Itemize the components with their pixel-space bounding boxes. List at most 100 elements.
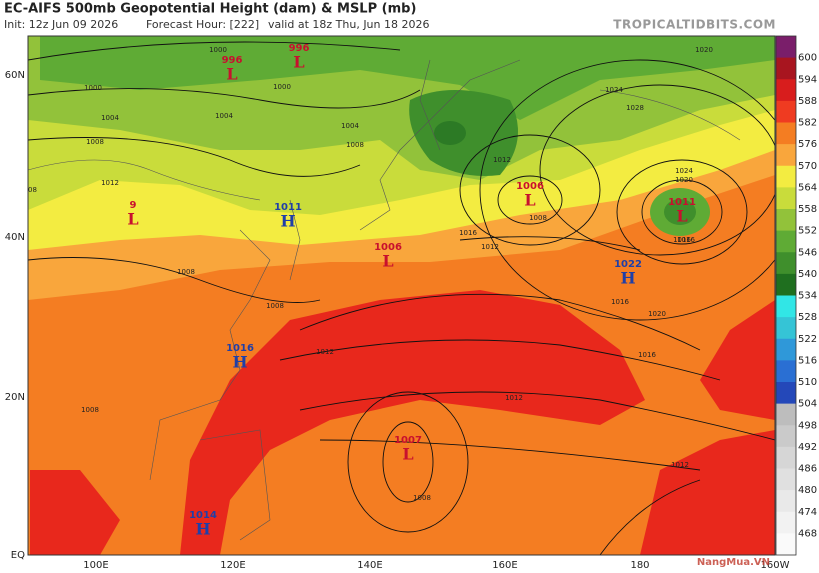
contour-label: 1016 <box>459 229 477 237</box>
title: EC-AIFS 500mb Geopotential Height (dam) … <box>4 2 416 17</box>
lon-label: 120E <box>220 560 245 571</box>
center-symbol: H <box>232 353 247 372</box>
colorbar-label: 594 <box>798 74 817 85</box>
colorbar-label: 528 <box>798 312 817 323</box>
colorbar-label: 516 <box>798 355 817 366</box>
contour-label: 1008 <box>81 406 99 414</box>
colorbar-label: 498 <box>798 420 817 431</box>
center-symbol: H <box>620 269 635 288</box>
contour-label: 1020 <box>675 176 693 184</box>
center-symbol: H <box>195 520 210 539</box>
contour-label: 1012 <box>101 179 119 187</box>
colorbar-swatch <box>776 36 796 59</box>
center-pressure: 9 <box>130 200 137 211</box>
coastline <box>28 59 741 541</box>
lat-label: 40N <box>5 232 25 243</box>
contour-label: 1016 <box>677 236 695 244</box>
colorbar-label: 468 <box>798 528 817 539</box>
contour-label: 1004 <box>341 122 359 130</box>
contour-label: 1012 <box>316 348 334 356</box>
colorbar-swatch <box>776 209 796 232</box>
colorbar-swatch <box>776 144 796 167</box>
isobar <box>616 159 748 265</box>
lon-label: 100E <box>83 560 108 571</box>
contour-label: 1016 <box>673 236 691 244</box>
colorbar-swatch <box>776 100 796 123</box>
center-pressure: 996 <box>289 43 310 54</box>
height-field <box>40 36 775 120</box>
init-time: Init: 12z Jun 09 2026 <box>4 18 118 31</box>
contour-label: 1012 <box>505 394 523 402</box>
colorbar-label: 474 <box>798 507 817 518</box>
colorbar-frame <box>775 35 797 556</box>
colorbar-swatch <box>776 252 796 275</box>
map-frame <box>27 35 776 556</box>
isobar <box>539 84 775 256</box>
contour-label: 1004 <box>215 112 233 120</box>
center-pressure: 1006 <box>516 181 544 192</box>
center-pressure: 1014 <box>189 510 217 521</box>
contour-label: 1012 <box>493 156 511 164</box>
contour-label: 1024 <box>605 86 623 94</box>
contour-label: 1008 <box>266 302 284 310</box>
isobar <box>382 421 434 503</box>
lat-label: 60N <box>5 70 25 81</box>
colorbar-label: 582 <box>798 118 817 129</box>
height-field <box>640 430 775 555</box>
colorbar-swatch <box>776 403 796 426</box>
center-symbol: L <box>382 252 393 271</box>
height-field <box>700 300 775 420</box>
center-symbol: L <box>524 191 535 210</box>
isobar <box>347 391 469 533</box>
isobar <box>28 41 775 555</box>
colorbar-swatch <box>776 338 796 361</box>
colorbar-label: 546 <box>798 247 817 258</box>
colorbar-label: 486 <box>798 464 817 475</box>
contour-label: 1012 <box>671 461 689 469</box>
contour-label: 1000 <box>209 46 227 54</box>
contour-label: 1024 <box>675 167 693 175</box>
contour-label: 1000 <box>273 83 291 91</box>
colorbar-swatch <box>776 360 796 383</box>
contour-label: 1008 <box>86 138 104 146</box>
colorbar-swatch <box>776 187 796 210</box>
lon-label: 160E <box>492 560 517 571</box>
lon-label: 180 <box>630 560 649 571</box>
colorbar-swatch <box>776 165 796 188</box>
contour-label: 1008 <box>19 186 37 194</box>
isobar <box>497 175 563 225</box>
colorbar-swatch <box>776 446 796 469</box>
contour-label: 1028 <box>626 104 644 112</box>
center-pressure: 1011 <box>668 197 696 208</box>
colorbar-swatch <box>776 230 796 253</box>
colorbar-label: 600 <box>798 53 817 64</box>
colorbar-swatch <box>776 468 796 491</box>
colorbar-label: 504 <box>798 399 817 410</box>
contour-label: 1020 <box>648 310 666 318</box>
colorbar-swatch <box>776 533 796 556</box>
colorbar-label: 480 <box>798 485 817 496</box>
height-field <box>30 470 120 555</box>
center-symbol: L <box>127 210 138 229</box>
center-symbol: L <box>293 53 304 72</box>
colorbar-swatch <box>776 382 796 405</box>
contour-label: 1020 <box>695 46 713 54</box>
valid-time: valid at 18z Thu, Jun 18 2026 <box>268 18 430 31</box>
contour-label: 1008 <box>346 141 364 149</box>
colorbar-swatch <box>776 425 796 448</box>
contour-label: 1008 <box>529 214 547 222</box>
colorbar-label: 492 <box>798 442 817 453</box>
colorbar-label: 534 <box>798 291 817 302</box>
lon-label: 160W <box>761 560 790 571</box>
colorbar-swatch <box>776 273 796 296</box>
colorbar-swatch <box>776 511 796 534</box>
center-pressure: 1022 <box>614 259 642 270</box>
contour-label: 1016 <box>638 351 656 359</box>
colorbar-label: 576 <box>798 139 817 150</box>
forecast-hour: Forecast Hour: [222] <box>146 18 259 31</box>
colorbar-label: 510 <box>798 377 817 388</box>
center-pressure: 1007 <box>394 435 422 446</box>
contour-label: 1000 <box>84 84 102 92</box>
contour-label: 1004 <box>101 114 119 122</box>
contour-label: 1008 <box>177 268 195 276</box>
